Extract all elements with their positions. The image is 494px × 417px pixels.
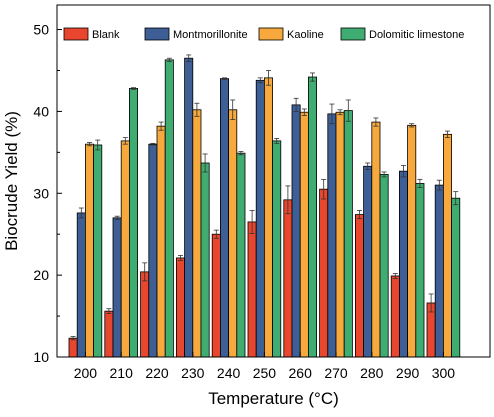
x-tick-label-240: 240 bbox=[217, 365, 241, 381]
bar-dolomitic-limestone-260 bbox=[308, 77, 316, 357]
bar-blank-200 bbox=[69, 338, 77, 357]
bar-montmorillonite-280 bbox=[364, 166, 372, 357]
legend: Blank Montmorillonite Kaoline Dolomitic lim… bbox=[64, 28, 464, 41]
bar-blank-250 bbox=[248, 222, 256, 357]
bar-montmorillonite-220 bbox=[149, 144, 157, 357]
x-tick-label-300: 300 bbox=[432, 365, 456, 381]
y-tick-label-20: 20 bbox=[33, 267, 49, 283]
bar-dolomitic-limestone-210 bbox=[129, 88, 137, 357]
x-tick-label-260: 260 bbox=[289, 365, 313, 381]
legend-swatch-blank bbox=[64, 28, 88, 40]
bar-dolomitic-limestone-230 bbox=[201, 163, 209, 357]
bar-montmorillonite-270 bbox=[328, 114, 336, 357]
bar-kaoline-220 bbox=[157, 126, 165, 357]
legend-label-montmorillonite: Montmorillonite bbox=[173, 29, 248, 41]
y-tick-label-10: 10 bbox=[33, 349, 49, 365]
bar-dolomitic-limestone-300 bbox=[452, 198, 460, 357]
bar-montmorillonite-200 bbox=[77, 213, 85, 357]
bar-kaoline-240 bbox=[229, 110, 237, 357]
x-tick-label-280: 280 bbox=[360, 365, 384, 381]
bar-montmorillonite-290 bbox=[399, 171, 407, 357]
bar-montmorillonite-250 bbox=[256, 80, 264, 357]
legend-label-kaoline: Kaoline bbox=[287, 29, 324, 41]
legend-swatch-montmorillonite bbox=[145, 28, 169, 40]
legend-item-montmorillonite: Montmorillonite bbox=[145, 28, 248, 41]
bar-kaoline-250 bbox=[264, 78, 272, 357]
bar-kaoline-210 bbox=[121, 141, 129, 357]
bar-kaoline-230 bbox=[193, 110, 201, 357]
bar-kaoline-260 bbox=[300, 112, 308, 357]
bar-montmorillonite-210 bbox=[113, 218, 121, 357]
bar-dolomitic-limestone-240 bbox=[237, 153, 245, 357]
y-axis-title: Biocrude Yield (%) bbox=[2, 111, 21, 251]
y-tick-label-50: 50 bbox=[33, 22, 49, 38]
bar-dolomitic-limestone-290 bbox=[416, 183, 424, 357]
bar-montmorillonite-300 bbox=[435, 185, 443, 357]
legend-label-blank: Blank bbox=[92, 29, 120, 41]
legend-item-kaoline: Kaoline bbox=[259, 28, 324, 41]
legend-item-dolomitic-limestone: Dolomitic limestone bbox=[341, 28, 464, 41]
legend-swatch-dolomitic-limestone bbox=[341, 28, 365, 40]
bar-kaoline-280 bbox=[372, 122, 380, 357]
x-tick-label-220: 220 bbox=[145, 365, 169, 381]
bar-blank-240 bbox=[212, 234, 220, 357]
bar-blank-210 bbox=[105, 311, 113, 357]
legend-label-dolomitic-limestone: Dolomitic limestone bbox=[369, 29, 464, 41]
legend-swatch-kaoline bbox=[259, 28, 283, 40]
y-tick-label-40: 40 bbox=[33, 103, 49, 119]
x-tick-label-210: 210 bbox=[110, 365, 134, 381]
bar-montmorillonite-230 bbox=[185, 58, 193, 357]
bar-dolomitic-limestone-250 bbox=[273, 141, 281, 357]
bar-blank-230 bbox=[176, 258, 184, 357]
bar-kaoline-290 bbox=[408, 125, 416, 357]
bar-blank-220 bbox=[141, 272, 149, 357]
bar-kaoline-270 bbox=[336, 112, 344, 357]
x-tick-label-270: 270 bbox=[324, 365, 348, 381]
bar-blank-280 bbox=[355, 215, 363, 357]
bar-dolomitic-limestone-220 bbox=[165, 60, 173, 357]
bar-blank-270 bbox=[320, 189, 328, 357]
y-tick-label-30: 30 bbox=[33, 185, 49, 201]
legend-item-blank: Blank bbox=[64, 28, 120, 41]
x-tick-label-200: 200 bbox=[74, 365, 98, 381]
bar-montmorillonite-260 bbox=[292, 105, 300, 357]
bar-dolomitic-limestone-280 bbox=[380, 174, 388, 357]
x-tick-label-230: 230 bbox=[181, 365, 205, 381]
bars-layer bbox=[69, 58, 460, 357]
bar-kaoline-300 bbox=[443, 134, 451, 357]
bar-dolomitic-limestone-270 bbox=[344, 111, 352, 357]
x-axis-title: Temperature (°C) bbox=[208, 389, 339, 408]
x-tick-label-290: 290 bbox=[396, 365, 420, 381]
bar-montmorillonite-240 bbox=[220, 79, 228, 357]
x-tick-label-250: 250 bbox=[253, 365, 277, 381]
bar-blank-290 bbox=[391, 276, 399, 357]
bar-dolomitic-limestone-200 bbox=[94, 145, 102, 357]
bar-blank-260 bbox=[284, 200, 292, 357]
bar-kaoline-200 bbox=[85, 144, 93, 357]
